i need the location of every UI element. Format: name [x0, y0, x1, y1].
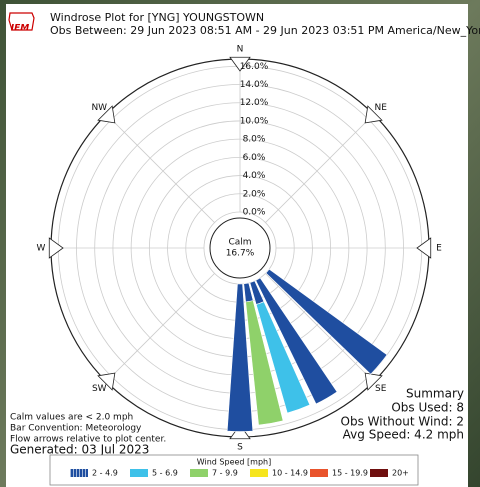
logo-text: IEM: [11, 24, 29, 34]
logo: IEM: [9, 13, 34, 34]
direction-label: S: [237, 443, 243, 453]
note: Bar Convention: Meteorology: [10, 424, 142, 434]
legend-label: 20+: [392, 469, 409, 478]
r-tick-label: 8.0%: [243, 135, 266, 145]
generated: Generated: 03 Jul 2023: [10, 443, 149, 457]
r-tick-label: 2.0%: [243, 189, 266, 199]
summary: Obs Without Wind: 2: [341, 415, 465, 429]
r-tick-label: 14.0%: [240, 80, 269, 90]
r-tick-label: 12.0%: [240, 98, 269, 108]
legend-label: 5 - 6.9: [152, 469, 178, 478]
summary: Obs Used: 8: [391, 401, 464, 415]
calm-value: 16.7%: [226, 249, 255, 259]
summary: Summary: [406, 387, 464, 401]
r-tick-label: 6.0%: [243, 153, 266, 163]
legend-label: 7 - 9.9: [212, 469, 238, 478]
chart: IEM Windrose Plot for [YNG] YOUNGSTOWN O…: [0, 0, 480, 487]
legend-swatch: [70, 469, 88, 477]
direction-label: NE: [375, 103, 388, 113]
direction-label: E: [436, 244, 442, 254]
legend-label: 15 - 19.9: [332, 469, 368, 478]
legend-swatch: [130, 469, 148, 477]
direction-label: N: [237, 45, 244, 55]
r-tick-label: 4.0%: [243, 171, 266, 181]
direction-label: SE: [375, 384, 387, 394]
direction-label: SW: [92, 384, 107, 394]
legend-title: Wind Speed [mph]: [197, 458, 271, 467]
r-tick-label: 10.0%: [240, 116, 269, 126]
r-tick-label: 0.0%: [243, 208, 266, 218]
legend-swatch: [190, 469, 208, 477]
summary: Avg Speed: 4.2 mph: [343, 428, 464, 442]
legend-label: 10 - 14.9: [272, 469, 308, 478]
legend-swatch: [250, 469, 268, 477]
note: Calm values are < 2.0 mph: [10, 413, 133, 423]
chart-subtitle: Obs Between: 29 Jun 2023 08:51 AM - 29 J…: [50, 24, 480, 37]
legend-swatch: [310, 469, 328, 477]
direction-label: W: [37, 244, 46, 254]
r-tick-label: 16.0%: [240, 62, 269, 72]
direction-label: NW: [91, 103, 107, 113]
legend-swatch: [370, 469, 388, 477]
chart-title: Windrose Plot for [YNG] YOUNGSTOWN: [50, 11, 264, 24]
legend-label: 2 - 4.9: [92, 469, 118, 478]
calm-label: Calm: [228, 238, 251, 248]
